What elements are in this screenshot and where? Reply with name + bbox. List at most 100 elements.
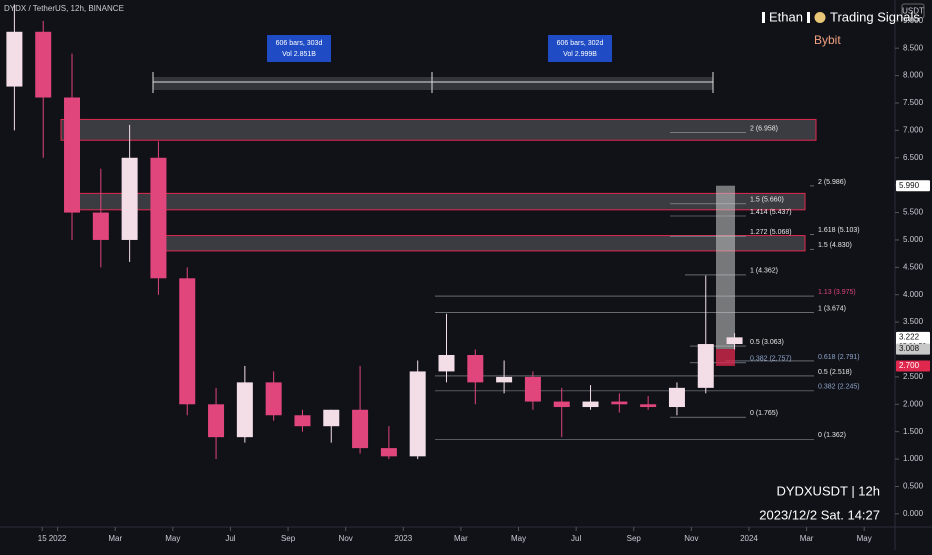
candle-body [294, 415, 311, 427]
candle-body [668, 387, 685, 408]
wm-datetime: 2023/12/2 Sat. 14:27 [759, 507, 880, 522]
candle-body [467, 354, 484, 383]
y-tick-label: 7.000 [903, 125, 924, 134]
price-badge-label: 3.222 [899, 332, 920, 341]
price-badge [896, 343, 930, 355]
zone [60, 118, 817, 141]
y-tick-label: 6.500 [903, 153, 924, 162]
price-badge [896, 360, 930, 372]
wm-author: Ethan [769, 9, 803, 24]
price-badge-label: 2.700 [899, 361, 920, 370]
candle-body [352, 409, 369, 449]
candle-body [640, 404, 657, 408]
x-tick-label: 15 [38, 534, 47, 543]
x-tick-label: Nov [684, 534, 698, 543]
fib-label: 1 (4.362) [750, 268, 778, 275]
candle-body [553, 401, 570, 408]
x-tick-label: 2023 [394, 534, 412, 543]
x-tick-label: May [165, 534, 180, 543]
x-tick-label: 2024 [740, 534, 758, 543]
wm-exchange: Bybit [814, 33, 841, 47]
currency-box[interactable] [901, 3, 925, 19]
symbol-title: DYDX / TetherUS, 12h, BINANCE [4, 4, 124, 13]
x-tick-label: May [511, 534, 526, 543]
wm-bar [807, 12, 810, 23]
wm-pair: DYDXUSDT | 12h [776, 483, 880, 498]
candle-body [496, 376, 513, 383]
candle-body [265, 382, 282, 416]
y-tick-label: 5.000 [903, 235, 924, 244]
fib-label: 2 (5.986) [818, 179, 846, 186]
y-tick-label: 3.500 [903, 317, 924, 326]
candle-body [380, 448, 397, 457]
y-tick-label: 8.500 [903, 43, 924, 52]
price-badge [896, 180, 930, 192]
zone [65, 192, 806, 211]
fib-label: 1.618 (5.103) [818, 227, 860, 234]
price-badge-label: 3.008 [899, 344, 920, 353]
wm-coin [814, 12, 826, 23]
fib-label: 2 (6.958) [750, 126, 778, 133]
y-tick-label: 2.000 [903, 399, 924, 408]
candle-body [409, 371, 426, 457]
x-tick-label: Nov [339, 534, 353, 543]
y-tick-label: 1.500 [903, 427, 924, 436]
fib-label: 0.5 (2.518) [818, 369, 852, 376]
candle-body [697, 344, 714, 388]
measure-volume: Vol 2.851B [282, 51, 316, 58]
candle-body [236, 382, 253, 438]
measure-range [153, 77, 713, 90]
fib-label: 1 (3.674) [818, 305, 846, 312]
measure-volume: Vol 2.999B [563, 51, 597, 58]
candle-body [64, 97, 81, 213]
y-tick-label: 0.500 [903, 482, 924, 491]
candle-body [726, 337, 743, 345]
candle-body [92, 212, 109, 240]
candle-body [179, 278, 196, 405]
y-tick-label: 7.500 [903, 98, 924, 107]
fib-label: 0 (1.362) [818, 432, 846, 439]
x-tick-label: Mar [454, 534, 468, 543]
candle-body [121, 157, 138, 240]
price-badge-label: 5.990 [899, 181, 920, 190]
fib-label: 1.5 (5.660) [750, 197, 784, 204]
fib-label: 1.272 (5.068) [750, 229, 792, 236]
position-target [716, 185, 735, 350]
measure-bars: 606 bars, 303d [276, 40, 323, 47]
x-tick-label: Sep [281, 534, 296, 543]
y-tick-label: 4.000 [903, 290, 924, 299]
x-tick-label: Jul [571, 534, 581, 543]
x-tick-label: Sep [627, 534, 642, 543]
fib-label: 0.618 (2.791) [818, 354, 860, 361]
x-tick-label: Jul [225, 534, 235, 543]
y-tick-label: 2.500 [903, 372, 924, 381]
x-tick-label: 2022 [49, 534, 67, 543]
zone [159, 235, 806, 252]
y-tick-label: 1.000 [903, 454, 924, 463]
fib-label: 1.414 (5.437) [750, 209, 792, 216]
candle-body [208, 404, 225, 438]
fib-label: 0 (1.765) [750, 410, 778, 417]
fib-label: 1.5 (4.830) [818, 242, 852, 249]
fib-label: 0.5 (3.063) [750, 339, 784, 346]
fib-label: 0.382 (2.757) [750, 356, 792, 363]
candle-body [6, 31, 23, 87]
measure-box [548, 35, 612, 62]
fib-label: 1.13 (3.975) [818, 289, 856, 296]
candle-body [582, 401, 599, 408]
measure-box [267, 35, 331, 62]
x-tick-label: May [857, 534, 872, 543]
x-tick-label: Mar [108, 534, 122, 543]
candle-body [611, 401, 628, 405]
position-stop [716, 349, 735, 366]
candle-body [323, 409, 340, 427]
candle-body [35, 31, 52, 98]
fib-label: 0.382 (2.245) [818, 384, 860, 391]
currency: USDT [902, 7, 924, 16]
measure-bars: 606 bars, 302d [557, 40, 604, 47]
candle-body [524, 376, 541, 402]
y-tick-label: 8.000 [903, 71, 924, 80]
candle-body [438, 354, 455, 372]
